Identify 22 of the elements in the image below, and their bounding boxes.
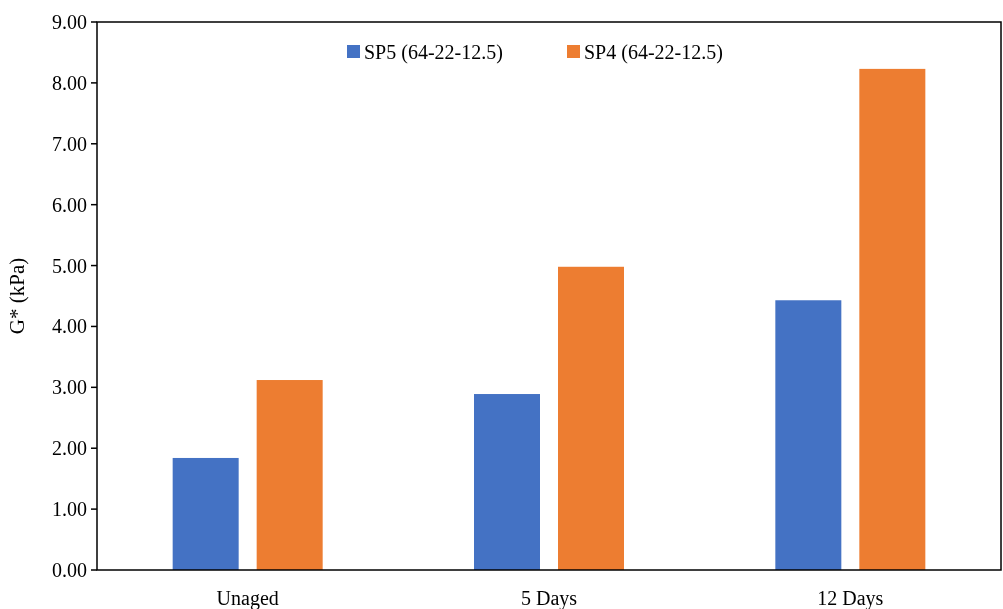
y-tick-label: 9.00 [52,11,87,33]
legend-label: SP4 (64-22-12.5) [584,41,723,64]
bar [859,68,926,570]
bar [558,266,624,570]
y-tick-label: 0.00 [52,559,87,581]
y-tick-label: 8.00 [52,71,87,94]
y-tick-label: 6.00 [52,193,87,216]
x-tick-label: 5 Days [520,587,578,609]
y-tick-label: 1.00 [52,498,87,521]
y-tick-label: 2.00 [52,437,87,460]
y-tick-label: 7.00 [52,132,87,155]
bar [474,394,540,570]
x-tick-label: 12 Days [817,587,884,609]
bar [172,457,239,570]
y-tick-label: 3.00 [52,376,87,399]
legend-label: SP5 (64-22-12.5) [364,41,503,64]
y-tick-label: 4.00 [52,315,87,338]
y-axis-title: G* (kPa) [5,257,29,335]
x-tick-label: Unaged [216,587,279,609]
bar [775,300,842,570]
y-tick-label: 5.00 [52,254,87,277]
bar [256,380,323,570]
